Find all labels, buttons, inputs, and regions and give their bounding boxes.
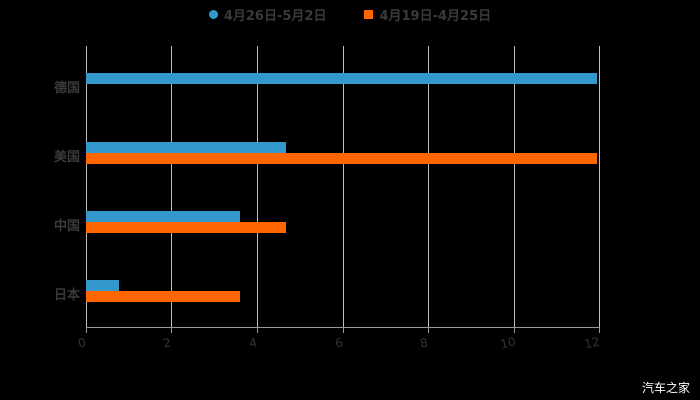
chart-legend: 4月26日-5月2日 4月19日-4月25日 <box>0 4 700 24</box>
gridline <box>171 46 172 328</box>
bar-china-series2[interactable] <box>86 222 286 233</box>
x-tick <box>86 327 87 333</box>
gridline <box>86 46 87 328</box>
legend-item-series1[interactable]: 4月26日-5月2日 <box>208 4 327 24</box>
x-tick-label: 2 <box>161 335 173 351</box>
bar-china-series1[interactable] <box>86 211 240 222</box>
plot-area <box>86 46 600 328</box>
gridline <box>343 46 344 328</box>
x-tick <box>514 327 515 333</box>
x-tick-label: 8 <box>418 335 430 351</box>
x-tick <box>171 327 172 333</box>
bar-japan-series1[interactable] <box>86 280 119 291</box>
gridline <box>257 46 258 328</box>
gridline <box>514 46 515 328</box>
gridline <box>428 46 429 328</box>
bar-germany-series1[interactable] <box>86 73 597 84</box>
gridline <box>599 46 600 328</box>
x-tick <box>257 327 258 333</box>
category-label: 日本 <box>53 288 80 303</box>
x-tick-label: 10 <box>499 334 517 352</box>
x-tick <box>343 327 344 333</box>
x-tick <box>428 327 429 333</box>
x-tick <box>599 327 600 333</box>
watermark: 汽车之家 <box>641 381 690 395</box>
x-tick-label: 12 <box>583 334 601 352</box>
category-label: 美国 <box>53 150 80 165</box>
category-label: 中国 <box>53 219 80 234</box>
legend-label: 4月19日-4月25日 <box>379 8 492 24</box>
circle-marker-icon <box>208 9 218 19</box>
square-marker-icon <box>364 9 374 19</box>
bar-usa-series1[interactable] <box>86 142 286 153</box>
category-label: 德国 <box>53 81 80 96</box>
bar-usa-series2[interactable] <box>86 153 597 164</box>
x-tick-label: 4 <box>247 335 259 351</box>
legend-label: 4月26日-5月2日 <box>223 8 327 24</box>
x-tick-label: 6 <box>333 335 345 351</box>
x-tick-label: 0 <box>76 335 88 351</box>
legend-item-series2[interactable]: 4月19日-4月25日 <box>364 4 491 24</box>
bar-japan-series2[interactable] <box>86 291 240 302</box>
